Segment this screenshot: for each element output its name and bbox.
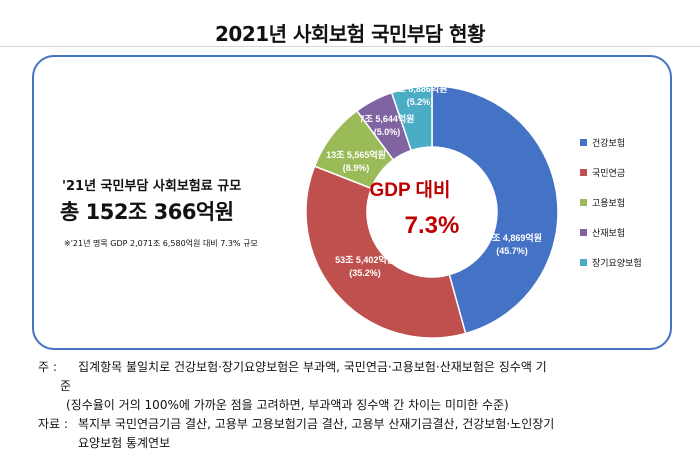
footnotes: 주 : 집계항목 불일치로 건강보험·장기요양보험은 부과액, 국민연금·고용보… <box>38 358 678 453</box>
legend-label: 산재보험 <box>592 229 626 239</box>
footnote-note-row: 주 : 집계항목 불일치로 건강보험·장기요양보험은 부과액, 국민연금·고용보… <box>38 358 678 377</box>
slice-value-label: 7조 8,886억원 <box>393 83 448 94</box>
legend-item: 장기요양보험 <box>580 253 642 272</box>
legend-swatch <box>580 229 587 236</box>
legend-label: 건강보험 <box>592 139 626 149</box>
footnote-note-line: (징수율이 거의 100%에 가까운 점을 고려하면, 부과액과 징수액 간 차… <box>66 398 509 412</box>
slice-percent-label: (5.0%) <box>374 127 401 137</box>
center-value: 7.3% <box>405 212 460 239</box>
slice-percent-label: (35.2%) <box>349 268 381 278</box>
footnote-note-row: (징수율이 거의 100%에 가까운 점을 고려하면, 부과액과 징수액 간 차… <box>38 396 678 415</box>
footnote-source-line: 복지부 국민연금기금 결산, 고용부 고용보험기금 결산, 고용부 산재기금결산… <box>78 417 555 431</box>
slice-percent-label: (8.9%) <box>343 163 370 173</box>
legend-swatch <box>580 199 587 206</box>
summary-total: 총 152조 366억원 <box>60 200 234 224</box>
legend-item: 산재보험 <box>580 223 642 242</box>
slice-value-label: 7조 5,644억원 <box>360 113 415 124</box>
title-divider <box>0 46 700 47</box>
legend-swatch <box>580 139 587 146</box>
legend-label: 국민연금 <box>592 169 626 179</box>
donut-slice-2 <box>305 165 467 339</box>
footnote-source-row: 자료 : 복지부 국민연금기금 결산, 고용부 고용보험기금 결산, 고용부 산… <box>38 415 678 434</box>
slice-percent-label: (5.2%) <box>407 97 434 107</box>
footnote-source-row: 요양보험 통계연보 <box>38 434 678 453</box>
legend-item: 고용보험 <box>580 193 642 212</box>
footnote-note-line: 준 <box>60 379 72 393</box>
center-label: GDP 대비 <box>369 179 450 201</box>
donut-slice-5 <box>390 85 433 152</box>
summary-note: ※'21년 명목 GDP 2,071조 6,580억원 대비 7.3% 규모 <box>64 239 258 248</box>
legend-item: 건강보험 <box>580 133 642 152</box>
footnote-source-line: 요양보험 통계연보 <box>78 436 171 450</box>
legend-item: 국민연금 <box>580 163 642 182</box>
slice-percent-label: (45.7%) <box>496 246 528 256</box>
chart-title: 2021년 사회보험 국민부담 현황 <box>215 22 485 46</box>
legend-label: 고용보험 <box>592 199 626 209</box>
summary-label: '21년 국민부담 사회보험료 규모 <box>62 179 242 194</box>
donut-slices <box>305 85 559 339</box>
legend-swatch <box>580 169 587 176</box>
slice-value-label: 13조 5,565억원 <box>326 149 386 160</box>
footnote-source-label: 자료 : <box>38 417 68 431</box>
legend-swatch <box>580 259 587 266</box>
legend-label: 장기요양보험 <box>592 259 642 269</box>
footnote-note-row: 준 <box>38 377 678 396</box>
footnote-note-label: 주 : <box>38 360 57 374</box>
footnote-note-line: 집계항목 불일치로 건강보험·장기요양보험은 부과액, 국민연금·고용보험·산재… <box>78 360 547 374</box>
donut-slice-1 <box>431 85 559 335</box>
donut-labels: 69조 4,869억원 (45.7%) 53조 5,402억원 (35.2%) 13조 … <box>326 83 542 278</box>
slice-value-label: 53조 5,402억원 <box>335 254 395 265</box>
slice-value-label: 69조 4,869억원 <box>482 232 542 243</box>
